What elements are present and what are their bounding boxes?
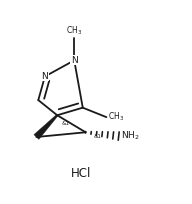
Text: CH$_3$: CH$_3$ bbox=[66, 24, 82, 37]
Text: &1: &1 bbox=[62, 121, 70, 126]
Text: N: N bbox=[41, 72, 48, 81]
Text: &1: &1 bbox=[94, 134, 102, 139]
Text: CH$_3$: CH$_3$ bbox=[108, 111, 124, 123]
Text: NH$_2$: NH$_2$ bbox=[121, 130, 140, 142]
Polygon shape bbox=[34, 115, 58, 139]
Text: N: N bbox=[71, 56, 78, 65]
Text: HCl: HCl bbox=[71, 167, 91, 180]
